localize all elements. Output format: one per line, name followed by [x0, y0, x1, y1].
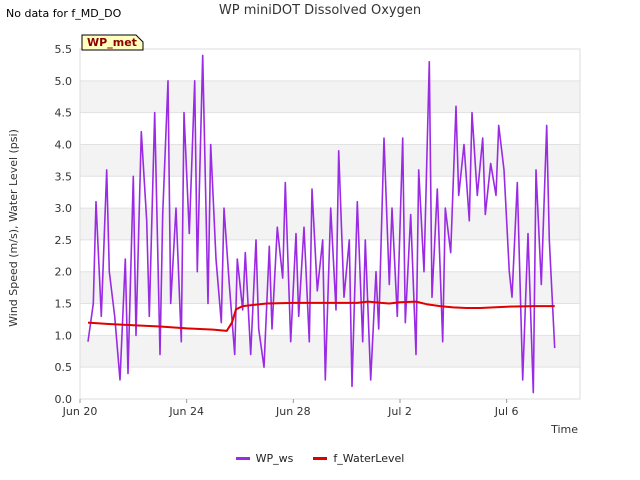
y-tick-label: 2.5 — [55, 234, 73, 247]
legend: WP_ws f_WaterLevel — [0, 452, 640, 465]
no-data-note: No data for f_MD_DO — [6, 7, 122, 20]
y-tick-label: 4.5 — [55, 107, 73, 120]
y-tick-label: 4.0 — [55, 138, 73, 151]
y-tick-label: 5.5 — [55, 43, 73, 56]
y-tick-label: 0.0 — [55, 393, 73, 406]
x-tick-label: Jun 28 — [275, 405, 311, 418]
y-tick-label: 3.0 — [55, 202, 73, 215]
legend-item-ws: WP_ws — [235, 452, 294, 465]
background-band — [80, 271, 580, 304]
site-label-box: WP_met — [81, 34, 144, 51]
background-band — [80, 335, 580, 368]
x-tick-label: Jul 6 — [494, 405, 519, 418]
y-axis-label: Wind Speed (m/s), Water Level (psi) — [7, 129, 20, 327]
legend-label-waterlevel: f_WaterLevel — [333, 452, 405, 465]
y-tick-label: 1.5 — [55, 298, 73, 311]
y-axis-ticks: 0.0 0.5 1.0 1.5 2.0 2.5 3.0 3.5 4.0 4.5 5.0 5.5 — [55, 43, 73, 406]
legend-label-ws: WP_ws — [255, 452, 294, 465]
x-axis-ticks: Jun 20 Jun 24 Jun 28 Jul 2 Jul 6 — [62, 399, 519, 418]
legend-swatch-ws — [235, 457, 250, 460]
y-tick-label: 5.0 — [55, 75, 73, 88]
site-label: WP_met — [87, 36, 137, 49]
series-line-f_WaterLevel — [87, 300, 555, 332]
series-lines — [87, 54, 556, 394]
legend-item-waterlevel: f_WaterLevel — [313, 452, 404, 465]
series-line-WP_ws — [87, 54, 556, 394]
x-tick-label: Jun 24 — [168, 405, 204, 418]
x-tick-label: Jul 2 — [387, 405, 412, 418]
chart-title: WP miniDOT Dissolved Oxygen — [218, 3, 422, 18]
x-tick-label: Jun 20 — [62, 405, 98, 418]
y-tick-label: 0.5 — [55, 361, 73, 374]
plot-frame — [79, 48, 581, 400]
y-tick-label: 1.0 — [55, 329, 73, 342]
x-axis-label: Time — [550, 423, 578, 436]
background-band — [80, 80, 580, 113]
y-tick-label: 2.0 — [55, 266, 73, 279]
y-tick-label: 3.5 — [55, 170, 73, 183]
legend-swatch-waterlevel — [313, 457, 328, 460]
